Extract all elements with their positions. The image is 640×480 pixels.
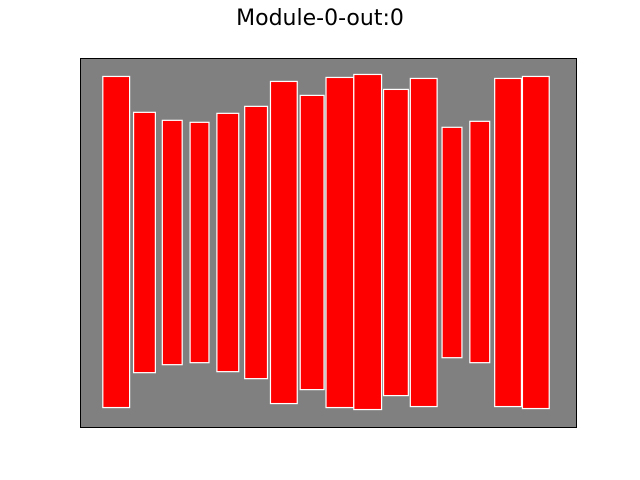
- bar-16: [521, 75, 550, 410]
- bar-4: [189, 121, 210, 364]
- bar-10: [353, 73, 383, 411]
- bar-7: [269, 80, 298, 405]
- bar-2: [132, 111, 156, 374]
- bar-12: [409, 77, 438, 408]
- bar-13: [441, 126, 463, 359]
- bar-1: [102, 75, 131, 409]
- bar-6: [244, 105, 269, 380]
- bar-5: [216, 112, 240, 373]
- bar-11: [382, 88, 409, 397]
- bar-14: [469, 120, 491, 364]
- bar-8: [299, 94, 325, 391]
- bar-series: [102, 73, 550, 411]
- chart-title: Module-0-out:0: [236, 6, 404, 31]
- bar-15: [494, 77, 523, 408]
- bar-9: [325, 76, 355, 409]
- bar-3: [161, 119, 183, 366]
